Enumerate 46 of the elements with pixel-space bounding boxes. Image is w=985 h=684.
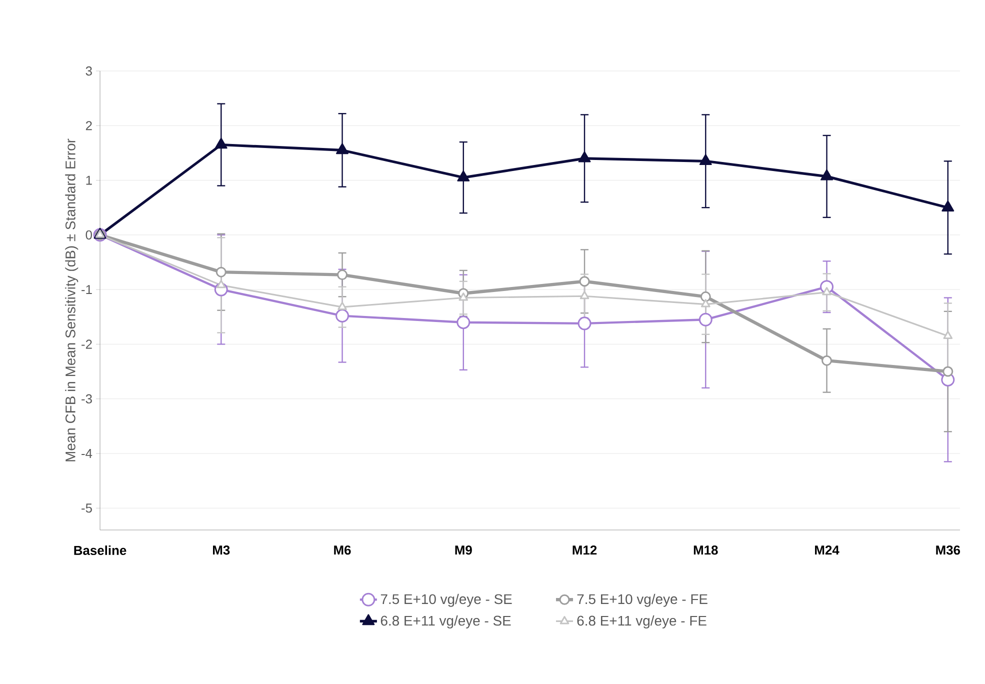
point: [214, 138, 228, 149]
point: [580, 290, 590, 300]
point: [820, 169, 833, 180]
y-tick-label: 2: [86, 121, 92, 130]
point: [336, 143, 348, 154]
legend-label: 6.8 E+11 vg/eye - FE: [577, 615, 706, 628]
point: [338, 302, 347, 310]
point: [216, 266, 226, 278]
point: [700, 299, 710, 308]
y-axis-title: Mean CFB in Mean Sensitivity (dB) ± Standard Error: [65, 138, 78, 462]
point: [216, 280, 226, 288]
legend-label: 6.8 E+11 vg/eye - SE: [380, 615, 511, 628]
point: [578, 316, 592, 330]
x-tick-label: M24: [815, 546, 840, 555]
x-tick-label: M36: [936, 546, 960, 555]
y-tick-label: -3: [82, 394, 92, 404]
point: [822, 287, 832, 296]
y-tick-label: 1: [86, 176, 92, 185]
point: [942, 200, 954, 212]
x-tick-label: M3: [213, 546, 230, 555]
x-tick-label: M9: [455, 546, 472, 555]
point: [942, 366, 954, 377]
point: [699, 154, 712, 165]
point: [698, 312, 712, 326]
x-tick-label: M6: [334, 546, 351, 555]
x-tick-label: Baseline: [74, 546, 126, 556]
y-tick-label: 3: [86, 66, 92, 76]
point: [336, 309, 350, 323]
point: [337, 270, 348, 280]
y-tick-label: 0: [86, 230, 92, 240]
point: [943, 330, 953, 339]
point: [578, 151, 591, 162]
y-tick-label: -2: [82, 340, 92, 349]
legend-label: 7.5 E+10 vg/eye - FE: [577, 594, 708, 607]
x-tick-label: M12: [572, 546, 597, 555]
point: [822, 355, 832, 366]
legend-label: 7.5 E+10 vg/eye - SE: [380, 594, 512, 607]
x-tick-label: M18: [694, 546, 718, 555]
point: [458, 292, 468, 301]
point: [700, 291, 711, 302]
point: [456, 316, 470, 330]
y-tick-label: -5: [82, 504, 92, 513]
y-tick-label: -4: [82, 449, 92, 458]
point: [457, 170, 470, 182]
y-tick-label: -1: [82, 285, 92, 294]
point: [579, 276, 590, 287]
